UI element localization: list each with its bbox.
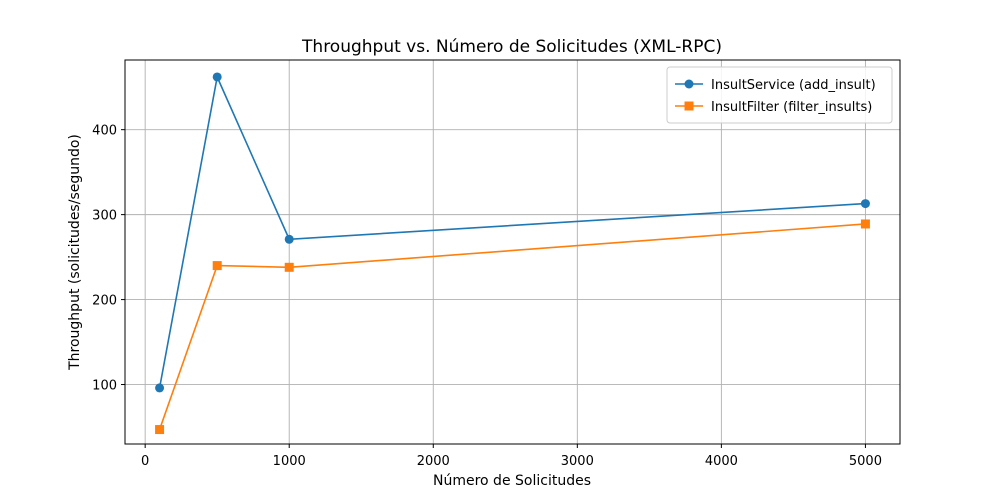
data-point <box>155 383 165 393</box>
x-axis-label: Número de Solicitudes <box>433 473 591 489</box>
legend-frame <box>666 66 893 124</box>
series-1 <box>155 72 870 393</box>
axis-ticks: 0 1000 2000 3000 4000 5000 100 200 300 400 <box>92 124 882 469</box>
x-tick-label: 4000 <box>705 454 738 469</box>
grid-lines <box>125 60 900 444</box>
data-point <box>284 262 294 272</box>
data-point <box>212 72 222 82</box>
data-point <box>860 219 870 229</box>
legend-label: InsultFilter (filter_insults) <box>711 100 872 115</box>
data-point <box>212 261 222 271</box>
series-line <box>158 74 866 389</box>
y-tick-label: 200 <box>92 294 117 309</box>
legend-item: InsultFilter (filter_insults) <box>675 100 872 115</box>
plot-area-frame <box>124 59 901 445</box>
x-tick-label: 1000 <box>273 454 306 469</box>
series-group <box>155 72 870 435</box>
legend-marker <box>684 79 694 89</box>
series-2 <box>155 219 870 435</box>
chart-title: Throughput vs. Número de Solicitudes (XM… <box>301 37 722 57</box>
series-line <box>158 223 866 430</box>
x-tick-label: 2000 <box>417 454 450 469</box>
y-axis-label: Throughput (solicitudes/segundo) <box>67 134 83 371</box>
data-point <box>284 234 294 244</box>
x-tick-label: 0 <box>141 454 149 469</box>
y-tick-label: 100 <box>92 379 117 394</box>
data-point <box>860 199 870 209</box>
y-tick-label: 400 <box>92 124 117 139</box>
legend-label: InsultService (add_insult) <box>711 78 876 93</box>
legend-marker <box>684 101 694 111</box>
x-tick-label: 3000 <box>561 454 594 469</box>
legend: InsultService (add_insult) InsultFilter (… <box>666 66 893 124</box>
x-tick-label: 5000 <box>849 454 882 469</box>
y-tick-label: 300 <box>92 209 117 224</box>
legend-item: InsultService (add_insult) <box>675 78 876 93</box>
data-point <box>155 425 165 435</box>
